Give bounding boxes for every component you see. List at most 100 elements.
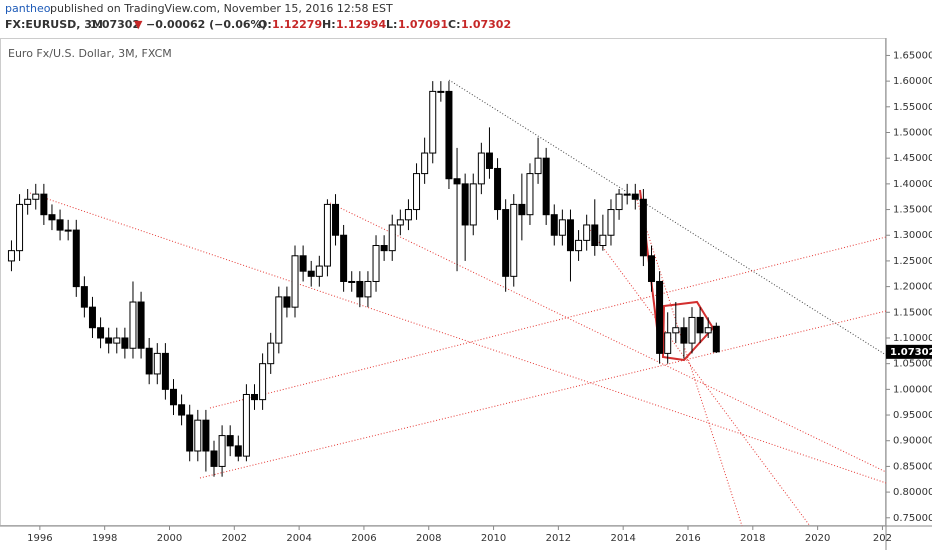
author[interactable]: pantheo	[5, 2, 51, 15]
x-tick-label: 2012	[546, 533, 571, 544]
x-tick-label: 2016	[675, 533, 700, 544]
candle-body	[680, 327, 688, 344]
y-tick-label: 1.10000	[893, 333, 932, 344]
y-tick-label: 1.30000	[893, 230, 932, 241]
candle-body	[364, 280, 372, 298]
x-tick-label: 1998	[92, 533, 117, 544]
candle-body	[647, 255, 655, 282]
h-label: H:	[322, 18, 336, 31]
candle-body	[178, 404, 186, 416]
y-tick-label: 1.60000	[893, 76, 932, 87]
candle-body	[502, 209, 510, 277]
candle-body	[40, 193, 48, 216]
candle-body	[113, 337, 121, 344]
candle-body	[169, 388, 177, 406]
x-tick-label: 2000	[157, 533, 182, 544]
candle-body	[251, 393, 259, 401]
candle-body	[623, 193, 631, 196]
candle-body	[153, 352, 161, 375]
candle-body	[413, 173, 421, 211]
candle-body	[566, 219, 574, 252]
highlight-shape	[661, 300, 715, 362]
candle-body	[32, 193, 40, 200]
candle-body	[485, 152, 493, 169]
candle-body	[534, 157, 542, 175]
change: −0.00062 (−0.06%)	[146, 18, 267, 31]
candle-body	[575, 239, 583, 252]
candle-body	[453, 178, 461, 185]
y-tick-label: 0.90000	[893, 436, 932, 447]
candle-body	[591, 224, 599, 247]
candle-body	[259, 363, 267, 401]
candle-body	[72, 229, 80, 288]
candle-body	[672, 327, 680, 334]
candle-body	[461, 183, 469, 226]
x-tick-label: 2008	[416, 533, 441, 544]
candle-body	[688, 316, 696, 344]
candle-body	[607, 209, 615, 236]
candle-body	[24, 198, 32, 205]
candle-body	[267, 342, 275, 365]
candle-body	[599, 234, 607, 247]
candle-body	[704, 327, 712, 334]
candle-body	[242, 393, 250, 457]
l-label: L:	[386, 18, 397, 31]
candle-body	[202, 419, 210, 452]
candle-body	[631, 193, 639, 200]
y-tick-label: 1.45000	[893, 153, 932, 164]
candle-body	[80, 286, 88, 308]
c: 1.07302	[461, 18, 511, 31]
o-label: O:	[258, 18, 272, 31]
candle-body	[210, 450, 218, 467]
candle-body	[445, 90, 453, 180]
candle-body	[291, 255, 299, 308]
candle-body	[129, 301, 137, 349]
trend-line	[448, 79, 887, 356]
candle-body	[542, 157, 550, 216]
trend-line	[199, 310, 887, 479]
candle-body	[469, 183, 477, 226]
candle-body	[388, 224, 396, 252]
trend-line	[29, 192, 887, 484]
candle-body	[372, 245, 380, 282]
y-tick-label: 1.35000	[893, 205, 932, 216]
candle-body	[105, 337, 113, 344]
drawings	[29, 79, 887, 527]
candle-body	[550, 214, 558, 236]
candle-body	[299, 255, 307, 272]
candle-body	[494, 167, 502, 211]
quote-line: FX:EURUSD, 3M 1.07302 ▼ −0.00062 (−0.06%…	[5, 18, 511, 31]
last: 1.07302	[90, 18, 140, 31]
candle-body	[615, 193, 623, 211]
h: 1.12994	[336, 18, 386, 31]
candle-body	[421, 152, 429, 175]
candle-body	[712, 325, 720, 353]
y-tick-label: 0.75000	[893, 513, 932, 524]
y-tick-label: 1.65000	[893, 50, 932, 61]
candle-body	[639, 198, 647, 257]
candle-body	[510, 203, 518, 277]
candle-body	[323, 203, 331, 267]
trend-line	[589, 229, 811, 527]
candle-body	[121, 337, 129, 349]
candle-body	[332, 203, 340, 236]
y-tick-label: 1.55000	[893, 102, 932, 113]
candle-body	[526, 173, 534, 216]
candle-body	[477, 152, 485, 185]
trend-line	[329, 202, 887, 473]
candle-body	[137, 301, 145, 349]
candle-body	[404, 209, 412, 221]
y-tick-label: 1.50000	[893, 127, 932, 138]
candle-body	[218, 435, 226, 467]
candle-body	[234, 445, 242, 457]
o: 1.12279	[272, 18, 322, 31]
trend-line	[209, 236, 887, 409]
trend-line	[636, 199, 743, 527]
published: published on TradingView.com, November 1…	[50, 2, 393, 15]
candle-body	[664, 332, 672, 354]
y-tick-label: 1.15000	[893, 307, 932, 318]
c-label: C:	[448, 18, 460, 31]
x-tick-label: 1996	[27, 533, 52, 544]
y-tick-label: 0.85000	[893, 461, 932, 472]
y-tick-label: 1.20000	[893, 282, 932, 293]
